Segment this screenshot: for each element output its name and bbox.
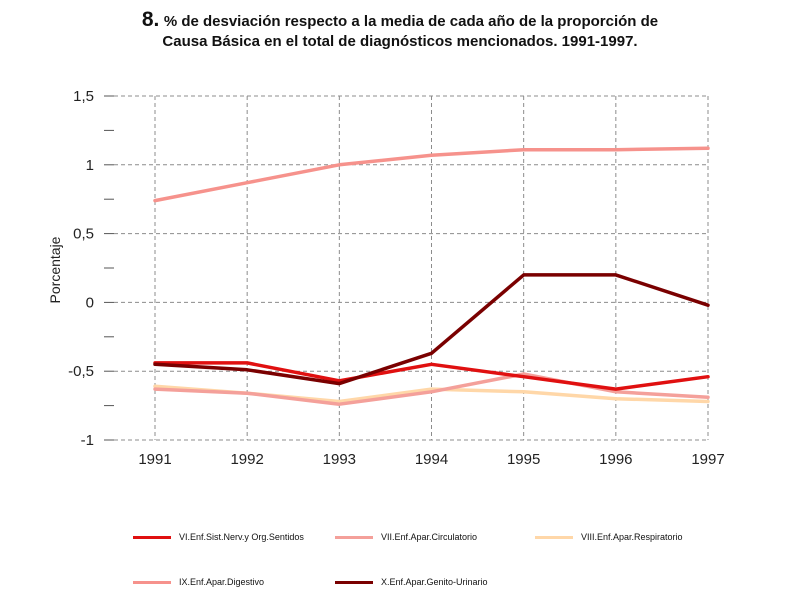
legend-label: VI.Enf.Sist.Nerv.y Org.Sentidos bbox=[179, 532, 304, 542]
chart-title-number: 8. bbox=[141, 8, 160, 31]
y-axis: 1,5 1 0,5 0 -0,5 -1 bbox=[68, 88, 114, 449]
series-line bbox=[153, 372, 710, 406]
legend-label: VII.Enf.Apar.Circulatorio bbox=[381, 532, 478, 542]
y-tick-label: -0,5 bbox=[68, 363, 94, 380]
x-tick-label: 1992 bbox=[230, 451, 263, 468]
series-line bbox=[153, 146, 710, 203]
x-tick-label: 1993 bbox=[323, 451, 356, 468]
y-tick-label: 1,5 bbox=[73, 88, 94, 105]
legend-label: VIII.Enf.Apar.Respiratorio bbox=[581, 532, 683, 542]
x-tick-label: 1996 bbox=[599, 451, 632, 468]
series-lines bbox=[153, 146, 710, 406]
legend-swatch bbox=[133, 535, 171, 539]
legend-item: IX.Enf.Apar.Digestivo bbox=[133, 575, 264, 589]
legend-label: X.Enf.Apar.Genito-Urinario bbox=[381, 577, 488, 587]
chart-title: 8. % de desviación respecto a la media d… bbox=[0, 8, 800, 50]
y-tick-label: 0 bbox=[86, 294, 94, 311]
x-tick-label: 1994 bbox=[415, 451, 448, 468]
chart-title-line-2: Causa Básica en el total de diagnósticos… bbox=[162, 33, 638, 50]
legend-label: IX.Enf.Apar.Digestivo bbox=[179, 577, 265, 587]
legend-swatch bbox=[535, 535, 573, 539]
y-axis-label: Porcentaje bbox=[47, 236, 63, 303]
x-axis: 1991 1992 1993 1994 1995 1996 1997 bbox=[138, 451, 724, 468]
legend-swatch bbox=[133, 580, 171, 584]
legend-item: X.Enf.Apar.Genito-Urinario bbox=[335, 575, 488, 589]
legend-item: VIII.Enf.Apar.Respiratorio bbox=[535, 530, 683, 544]
chart-title-line-1: % de desviación respecto a la media de c… bbox=[163, 13, 659, 30]
series-line bbox=[153, 273, 710, 386]
legend-swatch bbox=[335, 580, 373, 584]
legend-item: VII.Enf.Apar.Circulatorio bbox=[335, 530, 477, 544]
x-tick-label: 1991 bbox=[138, 451, 171, 468]
x-tick-label: 1995 bbox=[507, 451, 540, 468]
y-tick-label: 0,5 bbox=[73, 226, 94, 243]
legend-swatch bbox=[335, 535, 373, 539]
legend-item: VI.Enf.Sist.Nerv.y Org.Sentidos bbox=[133, 530, 304, 544]
x-tick-label: 1997 bbox=[691, 451, 724, 468]
y-tick-label: -1 bbox=[81, 432, 94, 449]
series-line bbox=[153, 361, 710, 391]
y-tick-label: 1 bbox=[86, 157, 94, 174]
grid bbox=[114, 95, 709, 441]
